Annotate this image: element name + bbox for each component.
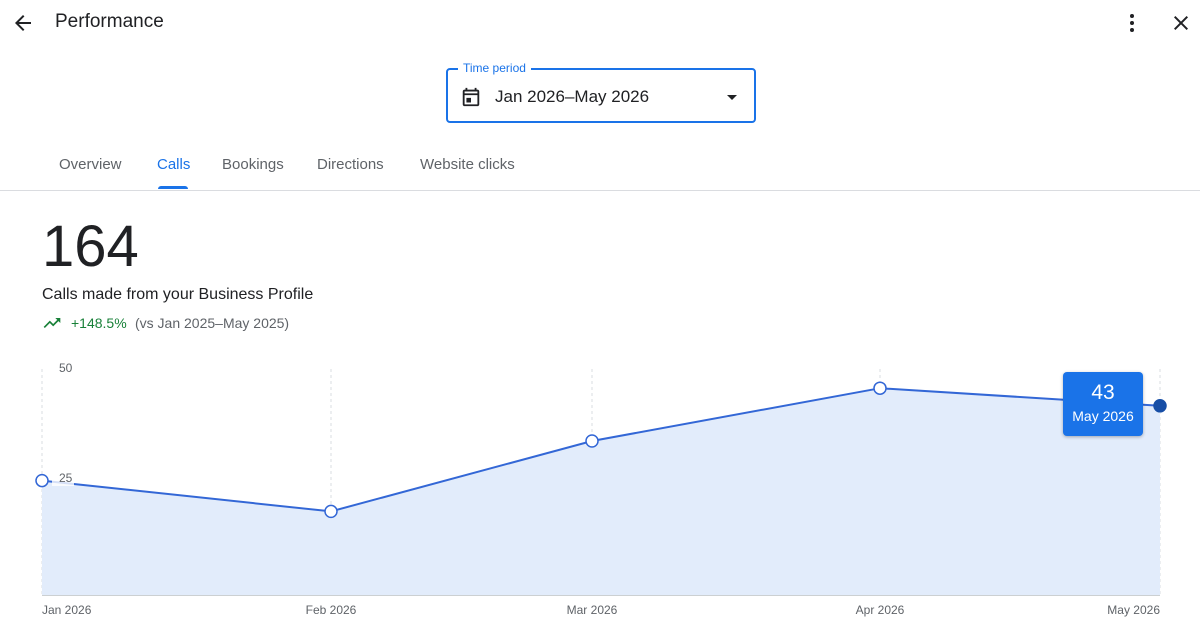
- data-point[interactable]: [873, 381, 887, 395]
- time-period-select[interactable]: Time period Jan 2026–May 2026: [446, 61, 756, 123]
- tab-calls[interactable]: Calls: [157, 156, 191, 173]
- calls-chart: 50 25 Jan 2026 Feb 2026 Mar 2026 Apr 2026 May…: [35, 361, 1167, 617]
- y-axis-ticks: 50 25: [52, 361, 74, 486]
- tooltip-value: 43: [1091, 381, 1115, 404]
- chart-tooltip: 43 May 2026: [1063, 372, 1143, 436]
- chart-points: [35, 381, 1167, 519]
- close-icon: [1174, 16, 1188, 30]
- x-axis-label: Jan 2026: [42, 603, 92, 617]
- active-tab-indicator: [158, 186, 188, 189]
- data-point[interactable]: [35, 473, 49, 488]
- metric-total: 164: [42, 214, 139, 279]
- calendar-icon: [462, 87, 480, 107]
- time-period-value: Jan 2026–May 2026: [495, 87, 650, 106]
- y-tick-label-0: 50: [59, 361, 73, 375]
- close-button[interactable]: [1166, 8, 1196, 38]
- tab-directions[interactable]: Directions: [317, 156, 384, 173]
- x-axis-label: May 2026: [1107, 603, 1160, 617]
- trend-comparison: (vs Jan 2025–May 2025): [135, 315, 290, 331]
- trend-percentage: +148.5%: [71, 315, 127, 331]
- more-vert-icon: [1130, 14, 1134, 32]
- y-tick-bg-1: [52, 471, 74, 486]
- tooltip-label: May 2026: [1072, 408, 1134, 424]
- x-axis-label: Mar 2026: [567, 603, 618, 617]
- top-bar: Performance: [0, 0, 1200, 46]
- data-point-selected[interactable]: [1153, 399, 1167, 413]
- data-point[interactable]: [585, 434, 599, 448]
- tab-website-clicks[interactable]: Website clicks: [420, 156, 515, 173]
- x-axis-label: Feb 2026: [306, 603, 357, 617]
- tab-bookings[interactable]: Bookings: [222, 156, 284, 173]
- x-axis-label: Apr 2026: [856, 603, 905, 617]
- x-axis-labels: Jan 2026 Feb 2026 Mar 2026 Apr 2026 May 2026: [42, 603, 1160, 617]
- metric-tabs: Overview Calls Bookings Directions Websi…: [0, 142, 1200, 191]
- time-period-label: Time period: [458, 61, 531, 75]
- y-tick-label-1: 25: [59, 471, 73, 485]
- metric-description: Calls made from your Business Profile: [42, 286, 314, 303]
- tab-overview[interactable]: Overview: [59, 156, 122, 173]
- chart-area-fill: [42, 388, 1160, 595]
- trending-up-icon: [43, 318, 61, 328]
- arrow-drop-down-icon: [727, 95, 737, 100]
- page-title: Performance: [55, 11, 164, 32]
- arrow-back-icon: [15, 15, 31, 31]
- more-options-button[interactable]: [1118, 8, 1146, 38]
- back-button[interactable]: [8, 8, 38, 38]
- data-point[interactable]: [324, 504, 338, 519]
